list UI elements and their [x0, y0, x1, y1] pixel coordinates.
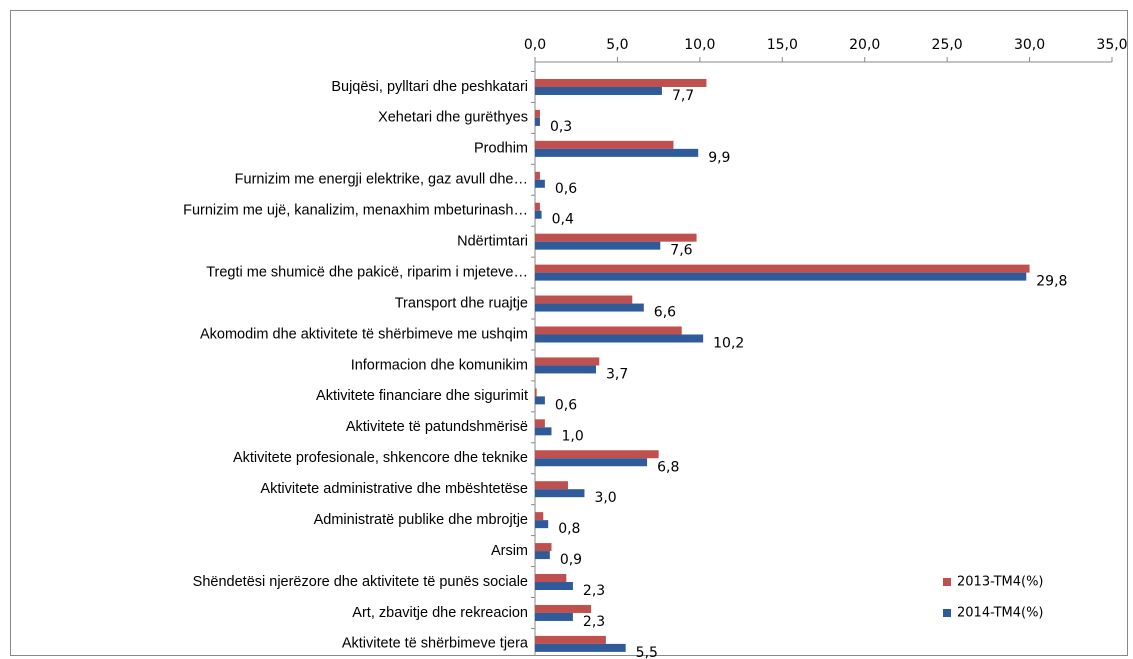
- x-tick-label: 10,0: [684, 37, 715, 53]
- bar: [535, 334, 704, 343]
- x-tick-label: 0,0: [524, 37, 546, 53]
- y-tick-label: Xehetari dhe gurëthyes: [378, 110, 528, 126]
- y-tick-label: Aktivitete financiare dhe sigurimit: [316, 388, 528, 404]
- bar: [535, 551, 550, 560]
- legend-label: 2014-TM4(%): [957, 606, 1044, 621]
- bar: [535, 365, 596, 374]
- y-tick-label: Aktivitete të patundshmërisë: [346, 419, 528, 435]
- data-label: 29,8: [1036, 274, 1067, 290]
- data-label: 3,0: [594, 490, 616, 506]
- legend-swatch: [943, 609, 951, 617]
- bar: [535, 643, 626, 652]
- legend-label: 2013-TM4(%): [957, 575, 1044, 590]
- data-label: 9,9: [708, 150, 730, 166]
- bar: [535, 450, 659, 459]
- y-tick-label: Furnizim me energji elektrike, gaz avull…: [235, 172, 528, 188]
- data-label: 2,3: [583, 614, 605, 630]
- legend-swatch: [943, 578, 951, 586]
- data-label: 10,2: [713, 335, 744, 351]
- bar: [535, 264, 1030, 273]
- bar: [535, 458, 648, 467]
- data-label: 0,6: [555, 181, 577, 197]
- bar: [535, 202, 540, 211]
- bar: [535, 140, 674, 149]
- bar: [535, 78, 707, 87]
- bar: [535, 419, 545, 428]
- bar: [535, 233, 697, 242]
- data-label: 0,6: [555, 397, 577, 413]
- bar: [535, 148, 699, 157]
- bar: [535, 303, 644, 312]
- x-tick-label: 25,0: [932, 37, 963, 53]
- bar: [535, 179, 545, 188]
- bar: [535, 612, 573, 621]
- data-label: 1,0: [561, 428, 583, 444]
- bar: [535, 604, 592, 613]
- bar: [535, 388, 537, 397]
- bar: [535, 295, 633, 304]
- bar: [535, 210, 542, 219]
- y-tick-label: Shëndetësi njerëzore dhe aktivitete të p…: [193, 574, 528, 590]
- x-tick-label: 30,0: [1014, 37, 1045, 53]
- y-tick-label: Aktivitete administrative dhe mbështetës…: [260, 481, 528, 497]
- y-tick-label: Aktivitete të shërbimeve tjera: [342, 636, 529, 652]
- y-tick-label: Tregti me shumicë dhe pakicë, riparim i …: [206, 264, 528, 280]
- y-tick-label: Bujqësi, pylltari dhe peshkatari: [331, 79, 528, 95]
- data-label: 6,8: [657, 459, 679, 475]
- bar: [535, 635, 606, 644]
- x-tick-label: 15,0: [767, 37, 798, 53]
- bar: [535, 520, 549, 529]
- y-tick-label: Informacion dhe komunikim: [351, 357, 528, 373]
- bar: [535, 427, 552, 436]
- bar: [535, 481, 568, 490]
- bar: [535, 117, 540, 126]
- bar: [535, 396, 545, 405]
- bar: [535, 326, 682, 335]
- x-tick-label: 5,0: [606, 37, 628, 53]
- bar: [535, 86, 662, 95]
- bar: [535, 582, 573, 591]
- y-tick-label: Art, zbavitje dhe rekreacion: [352, 605, 528, 621]
- data-label: 7,7: [672, 88, 694, 104]
- data-label: 6,6: [654, 305, 676, 321]
- data-label: 2,3: [583, 583, 605, 599]
- x-tick-label: 35,0: [1096, 37, 1127, 53]
- x-tick-label: 20,0: [849, 37, 880, 53]
- bar: [535, 171, 540, 180]
- data-label: 0,3: [550, 119, 572, 135]
- bar: [535, 272, 1027, 281]
- y-tick-label: Arsim: [491, 543, 528, 559]
- y-tick-label: Akomodim dhe aktivitete të shërbimeve me…: [200, 326, 528, 342]
- data-label: 7,6: [670, 243, 692, 259]
- data-label: 0,8: [558, 521, 580, 537]
- bar: [535, 357, 600, 366]
- bar: [535, 543, 552, 552]
- data-label: 0,9: [560, 552, 582, 568]
- y-tick-label: Administratë publike dhe mbrojtje: [314, 512, 528, 528]
- bar: [535, 574, 567, 583]
- data-label: 5,5: [636, 645, 658, 659]
- y-tick-label: Aktivitete profesionale, shkencore dhe t…: [233, 450, 528, 466]
- y-tick-label: Ndërtimtari: [457, 233, 528, 249]
- data-label: 0,4: [552, 212, 574, 228]
- bar: [535, 109, 540, 118]
- bar: [535, 241, 661, 250]
- data-label: 3,7: [606, 366, 628, 382]
- y-tick-label: Transport dhe ruajtje: [395, 295, 528, 311]
- bar: [535, 512, 544, 521]
- y-tick-label: Furnizim me ujë, kanalizim, menaxhim mbe…: [183, 203, 528, 219]
- bar: [535, 489, 585, 498]
- y-tick-label: Prodhim: [474, 141, 528, 157]
